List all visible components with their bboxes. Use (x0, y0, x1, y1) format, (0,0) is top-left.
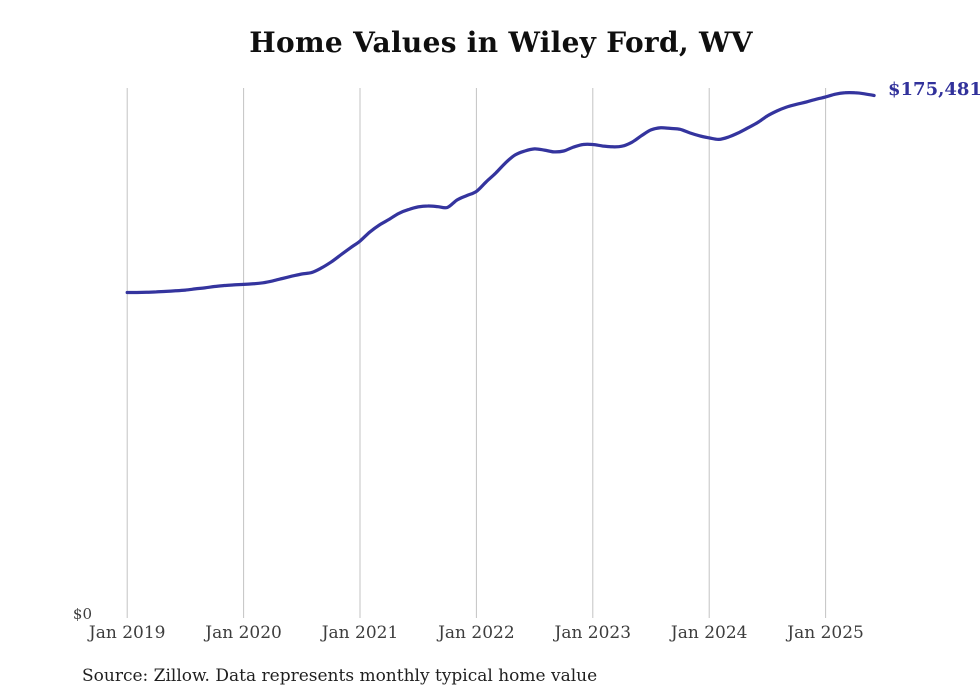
source-note: Source: Zillow. Data represents monthly … (82, 666, 598, 686)
x-tick-label: Jan 2021 (321, 623, 399, 643)
x-tick-label: Jan 2024 (670, 623, 748, 643)
x-tick-label: Jan 2023 (554, 623, 632, 643)
y-axis-zero-label: $0 (72, 605, 92, 623)
home-value-line (125, 90, 876, 295)
x-tick-label: Jan 2025 (787, 623, 864, 643)
x-tick-label: Jan 2022 (438, 623, 515, 643)
vertical-gridlines (126, 88, 827, 618)
x-tick-label: Jan 2020 (205, 623, 282, 643)
x-tick-label: Jan 2019 (88, 623, 166, 643)
end-value-label: $175,481 (888, 79, 980, 100)
page-title: Home Values in Wiley Ford, WV (249, 26, 753, 59)
